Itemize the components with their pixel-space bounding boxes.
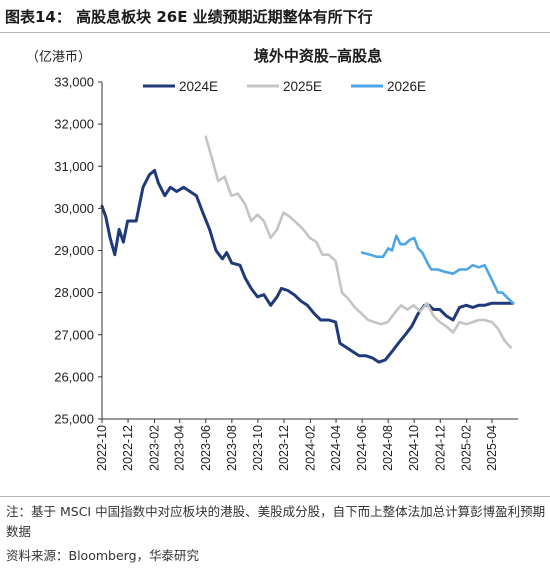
- x-tick-label: 2024-08: [381, 425, 395, 471]
- chart-note: 注：基于 MSCI 中国指数中对应板块的港股、美股成分股，自下而上整体法加总计算…: [6, 504, 546, 539]
- x-axis: 2022-10 2022-12 2023-02 2023-04 2023-06 2023-…: [95, 419, 499, 471]
- x-tick-label: 2023-10: [251, 425, 265, 471]
- x-tick-label: 2022-12: [121, 425, 135, 471]
- y-tick-label: 30,000: [54, 201, 94, 216]
- x-tick-label: 2024-06: [355, 425, 369, 471]
- x-tick-label: 2023-06: [199, 425, 213, 471]
- x-tick-label: 2023-12: [277, 425, 291, 471]
- legend: 2024E 2025E 2026E: [143, 79, 426, 94]
- y-tick-label: 27,000: [54, 327, 94, 342]
- series-line-2026E: [360, 234, 515, 305]
- y-tick-label: 26,000: [54, 369, 94, 384]
- chart-source: 资料来源：Bloomberg，华泰研究: [6, 548, 199, 563]
- x-tick-label: 2025-02: [460, 425, 474, 471]
- series-line-2025E: [204, 135, 512, 349]
- x-tick-label: 2024-02: [303, 425, 317, 471]
- series-lines: [100, 135, 515, 364]
- x-tick-label: 2025-04: [485, 425, 499, 471]
- y-axis: 25,000 26,000 27,000 28,000 29,000 30,000 31,0…: [54, 75, 102, 427]
- unit-label: （亿港币）: [26, 49, 91, 64]
- x-tick-label: 2023-02: [148, 425, 162, 471]
- title-divider: [0, 32, 550, 33]
- x-tick-label: 2023-04: [173, 425, 187, 471]
- x-tick-label: 2022-10: [95, 425, 109, 471]
- line-chart: 境外中资股–高股息 （亿港币） 2024E 2025E 2026E 25,000 26…: [26, 47, 518, 471]
- figure-title: 图表14： 高股息板块 26E 业绩预期近期整体有所下行: [5, 8, 373, 26]
- y-tick-label: 33,000: [54, 75, 94, 90]
- y-tick-label: 25,000: [54, 412, 94, 427]
- legend-label-2025E: 2025E: [283, 79, 322, 94]
- footer-divider: [0, 496, 550, 497]
- y-tick-label: 28,000: [54, 285, 94, 300]
- x-tick-label: 2024-12: [433, 425, 447, 471]
- x-tick-label: 2024-10: [407, 425, 421, 471]
- y-tick-label: 32,000: [54, 117, 94, 132]
- y-tick-label: 29,000: [54, 243, 94, 258]
- x-tick-label: 2023-08: [225, 425, 239, 471]
- y-tick-label: 31,000: [54, 159, 94, 174]
- legend-label-2024E: 2024E: [179, 79, 218, 94]
- chart-title: 境外中资股–高股息: [254, 47, 382, 65]
- x-tick-label: 2024-04: [329, 425, 343, 471]
- legend-label-2026E: 2026E: [387, 79, 426, 94]
- series-line-2024E: [100, 169, 515, 364]
